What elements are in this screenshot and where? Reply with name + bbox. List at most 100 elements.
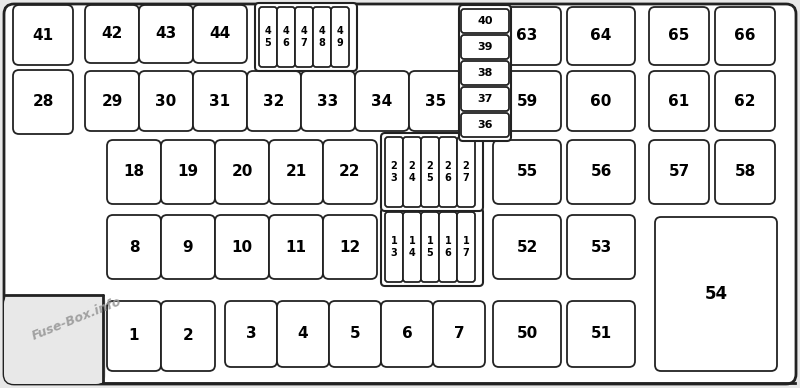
Text: 55: 55: [516, 165, 538, 180]
FancyBboxPatch shape: [193, 71, 247, 131]
Text: 57: 57: [668, 165, 690, 180]
FancyBboxPatch shape: [493, 215, 561, 279]
Text: 4
8: 4 8: [318, 26, 326, 48]
Text: 66: 66: [734, 28, 756, 43]
FancyBboxPatch shape: [161, 301, 215, 371]
FancyBboxPatch shape: [385, 212, 403, 282]
Text: 9: 9: [182, 239, 194, 255]
FancyBboxPatch shape: [107, 301, 161, 371]
Text: 34: 34: [371, 94, 393, 109]
FancyBboxPatch shape: [255, 3, 357, 71]
Text: 4
7: 4 7: [301, 26, 307, 48]
FancyBboxPatch shape: [247, 71, 301, 131]
Text: 36: 36: [478, 120, 493, 130]
Text: 1
6: 1 6: [445, 236, 451, 258]
FancyBboxPatch shape: [277, 7, 295, 67]
FancyBboxPatch shape: [715, 140, 775, 204]
FancyBboxPatch shape: [493, 301, 561, 367]
FancyBboxPatch shape: [403, 137, 421, 207]
Text: 12: 12: [339, 239, 361, 255]
FancyBboxPatch shape: [649, 140, 709, 204]
Text: 56: 56: [590, 165, 612, 180]
Text: 41: 41: [33, 28, 54, 43]
Text: 31: 31: [210, 94, 230, 109]
Text: 30: 30: [155, 94, 177, 109]
FancyBboxPatch shape: [421, 212, 439, 282]
FancyBboxPatch shape: [139, 5, 193, 63]
Text: 38: 38: [478, 68, 493, 78]
FancyBboxPatch shape: [459, 5, 511, 141]
FancyBboxPatch shape: [193, 5, 247, 63]
FancyBboxPatch shape: [649, 7, 709, 65]
FancyBboxPatch shape: [381, 133, 483, 211]
Text: 4
5: 4 5: [265, 26, 271, 48]
Text: 1
7: 1 7: [462, 236, 470, 258]
FancyBboxPatch shape: [461, 9, 509, 33]
FancyBboxPatch shape: [225, 301, 277, 367]
FancyBboxPatch shape: [355, 71, 409, 131]
FancyBboxPatch shape: [567, 7, 635, 65]
FancyBboxPatch shape: [277, 301, 329, 367]
FancyBboxPatch shape: [331, 7, 349, 67]
Text: 61: 61: [668, 94, 690, 109]
FancyBboxPatch shape: [381, 301, 433, 367]
FancyBboxPatch shape: [567, 215, 635, 279]
Text: 54: 54: [705, 285, 727, 303]
FancyBboxPatch shape: [4, 294, 106, 384]
FancyBboxPatch shape: [567, 301, 635, 367]
Text: 11: 11: [286, 239, 306, 255]
Text: 18: 18: [123, 165, 145, 180]
FancyBboxPatch shape: [567, 140, 635, 204]
Text: 1
3: 1 3: [390, 236, 398, 258]
Text: 43: 43: [155, 26, 177, 42]
FancyBboxPatch shape: [329, 301, 381, 367]
FancyBboxPatch shape: [567, 71, 635, 131]
Text: 10: 10: [231, 239, 253, 255]
Text: 42: 42: [102, 26, 122, 42]
Text: 4
6: 4 6: [282, 26, 290, 48]
FancyBboxPatch shape: [493, 71, 561, 131]
FancyBboxPatch shape: [433, 301, 485, 367]
Text: 2
3: 2 3: [390, 161, 398, 183]
FancyBboxPatch shape: [259, 7, 277, 67]
FancyBboxPatch shape: [457, 137, 475, 207]
Text: 44: 44: [210, 26, 230, 42]
FancyBboxPatch shape: [381, 208, 483, 286]
Text: 64: 64: [590, 28, 612, 43]
FancyBboxPatch shape: [461, 113, 509, 137]
Text: Fuse-Box.info: Fuse-Box.info: [30, 295, 123, 343]
Text: 6: 6: [402, 326, 412, 341]
Text: 53: 53: [590, 239, 612, 255]
Text: 32: 32: [263, 94, 285, 109]
FancyBboxPatch shape: [13, 5, 73, 65]
Text: 52: 52: [516, 239, 538, 255]
FancyBboxPatch shape: [655, 217, 777, 371]
FancyBboxPatch shape: [269, 140, 323, 204]
Text: 58: 58: [734, 165, 756, 180]
Text: 39: 39: [478, 42, 493, 52]
Text: 5: 5: [350, 326, 360, 341]
Text: 65: 65: [668, 28, 690, 43]
FancyBboxPatch shape: [385, 137, 403, 207]
FancyBboxPatch shape: [715, 7, 775, 65]
Text: 50: 50: [516, 326, 538, 341]
Text: 2
5: 2 5: [426, 161, 434, 183]
Text: 51: 51: [590, 326, 611, 341]
FancyBboxPatch shape: [4, 4, 796, 384]
FancyBboxPatch shape: [461, 61, 509, 85]
FancyBboxPatch shape: [403, 212, 421, 282]
FancyBboxPatch shape: [295, 7, 313, 67]
Text: 4
9: 4 9: [337, 26, 343, 48]
FancyBboxPatch shape: [85, 5, 139, 63]
Text: 8: 8: [129, 239, 139, 255]
FancyBboxPatch shape: [107, 140, 161, 204]
FancyBboxPatch shape: [493, 7, 561, 65]
FancyBboxPatch shape: [161, 140, 215, 204]
FancyBboxPatch shape: [85, 71, 139, 131]
Text: 1: 1: [129, 329, 139, 343]
FancyBboxPatch shape: [461, 35, 509, 59]
FancyBboxPatch shape: [457, 212, 475, 282]
FancyBboxPatch shape: [161, 215, 215, 279]
Text: 28: 28: [32, 95, 54, 109]
Text: 22: 22: [339, 165, 361, 180]
